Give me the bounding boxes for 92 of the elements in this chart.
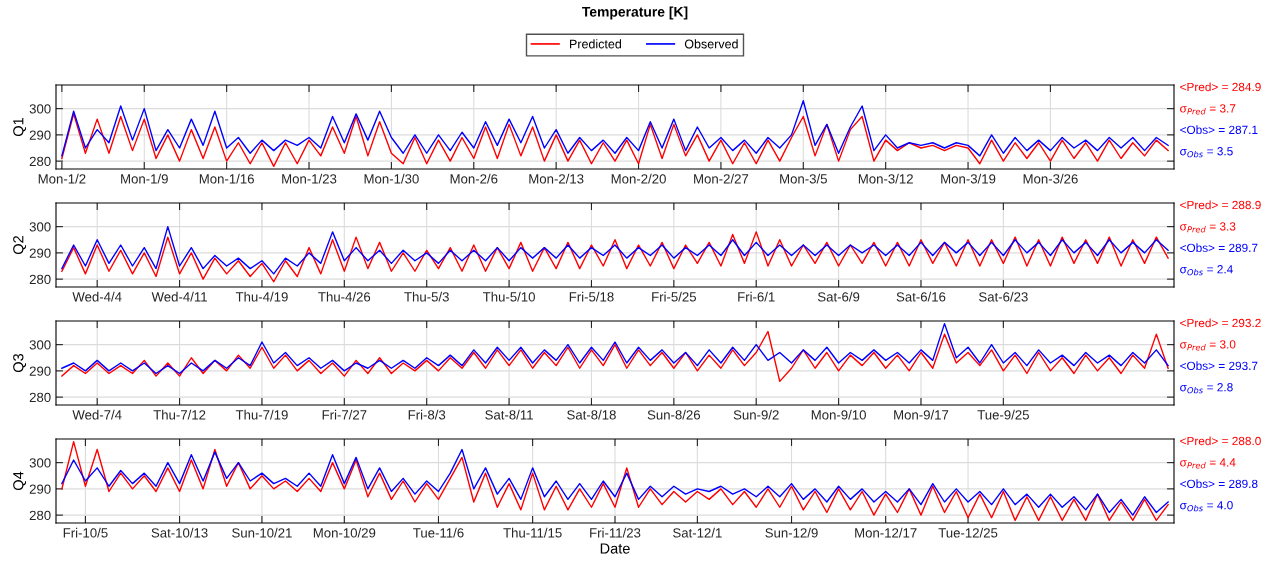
text: <Obs> = 293.7 — [1180, 361, 1258, 370]
y-tick-label: 290 — [29, 130, 51, 140]
x-tick-label: Sat-6/23 — [979, 291, 1028, 302]
x-tick-label: Sat-6/9 — [817, 291, 860, 302]
x-tick-label: Mon-1/30 — [364, 173, 419, 184]
line-series — [61, 231, 1169, 283]
legend-label: Observed — [684, 39, 738, 49]
x-tick-label: Mon-1/16 — [199, 173, 254, 184]
x-tick-label: Thu-7/19 — [235, 409, 288, 420]
x-tick-label: Fri-10/5 — [63, 527, 108, 538]
x-axis-title: Date — [600, 543, 630, 554]
text: σ$_{Obs}$ = 2.4 — [1180, 265, 1233, 276]
x-tick-label: Tue-11/6 — [413, 527, 464, 538]
text: <Pred> = 288.9 — [1180, 200, 1261, 210]
x-tick-label: Thu-4/26 — [318, 291, 371, 302]
text: σ$_{Obs}$ = 4.0 — [1180, 501, 1233, 512]
x-tick-label: Sat-10/13 — [151, 527, 208, 538]
x-tick-label: Wed-7/4 — [72, 409, 122, 420]
text: σ$_{Pred}$ = 4.4 — [1180, 458, 1236, 469]
line-series — [61, 100, 1169, 157]
x-tick-label: Mon-10/29 — [313, 527, 376, 538]
x-tick-label: Tue-9/25 — [977, 409, 1029, 420]
x-tick-label: Mon-1/23 — [282, 173, 337, 184]
y-tick-label: 290 — [29, 248, 51, 258]
x-tick-label: Thu-4/19 — [235, 291, 288, 302]
text: <Obs> = 287.1 — [1180, 125, 1258, 134]
text: <Obs> = 289.7 — [1180, 243, 1258, 252]
x-tick-label: Mon-2/20 — [611, 173, 666, 184]
x-tick-label: Fri-7/27 — [322, 409, 367, 420]
y-tick-label: 280 — [29, 392, 51, 403]
x-tick-label: Mon-12/17 — [855, 527, 917, 538]
x-tick-label: Sat-12/1 — [673, 527, 722, 538]
line-series — [61, 448, 1169, 516]
text: σ$_{Pred}$ = 3.3 — [1180, 222, 1236, 233]
x-tick-label: Fri-11/23 — [590, 527, 641, 538]
x-tick-label: Sat-8/18 — [567, 409, 616, 420]
x-tick-label: Sun-9/2 — [733, 409, 779, 420]
x-tick-label: Mon-2/13 — [529, 173, 584, 184]
x-tick-label: Mon-2/6 — [450, 173, 498, 184]
x-tick-label: Sat-6/16 — [896, 291, 946, 302]
line-series — [61, 225, 1169, 275]
text: <Obs> = 289.8 — [1180, 479, 1258, 488]
x-tick-label: Thu-5/10 — [482, 291, 535, 302]
legend-label: Predicted — [570, 39, 622, 49]
x-tick-label: Fri-5/25 — [652, 291, 697, 302]
x-tick-label: Mon-3/12 — [858, 173, 913, 184]
y-tick-label: 290 — [29, 366, 51, 376]
text: <Pred> = 284.9 — [1180, 82, 1261, 92]
y-axis-title: Q2 — [13, 236, 27, 255]
y-tick-label: 300 — [29, 340, 51, 350]
y-axis-title: Q4 — [13, 471, 27, 491]
x-tick-label: Fri-5/18 — [569, 291, 614, 302]
y-tick-label: 280 — [29, 156, 51, 167]
line-series — [61, 113, 1169, 168]
x-tick-label: Sat-8/11 — [485, 409, 533, 420]
x-tick-label: Sun-8/26 — [647, 409, 701, 420]
x-tick-label: Mon-2/27 — [694, 173, 749, 184]
x-tick-label: Mon-3/19 — [941, 173, 996, 184]
x-tick-label: Fri-6/1 — [738, 291, 775, 302]
text: σ$_{Pred}$ = 3.7 — [1180, 104, 1236, 115]
y-axis-title: Q3 — [13, 353, 27, 373]
line-series — [61, 322, 1169, 375]
x-tick-label: Mon-1/2 — [38, 173, 86, 184]
y-tick-label: 280 — [29, 510, 51, 521]
text: <Pred> = 293.2 — [1180, 318, 1261, 328]
x-tick-label: Thu-5/3 — [404, 291, 449, 302]
text: σ$_{Obs}$ = 3.5 — [1180, 147, 1233, 158]
text: σ$_{Pred}$ = 3.0 — [1180, 340, 1236, 351]
x-tick-label: Mon-3/5 — [780, 173, 827, 184]
line-series — [61, 440, 1169, 522]
text: σ$_{Obs}$ = 2.8 — [1180, 383, 1233, 394]
x-tick-label: Mon-9/17 — [894, 409, 949, 420]
y-tick-label: 290 — [29, 484, 51, 494]
x-tick-label: Mon-1/9 — [121, 173, 168, 184]
chart-title: Temperature [K] — [582, 6, 688, 20]
y-tick-label: 300 — [29, 104, 51, 114]
x-tick-label: Thu-7/12 — [153, 409, 206, 420]
line-series — [61, 330, 1169, 383]
x-tick-label: Sun-12/9 — [765, 527, 818, 538]
y-axis-title: Q1 — [13, 117, 27, 137]
y-tick-label: 280 — [29, 274, 51, 285]
x-tick-label: Wed-4/11 — [151, 291, 207, 302]
x-tick-label: Tue-12/25 — [938, 527, 998, 538]
x-tick-label: Sun-10/21 — [232, 527, 292, 538]
y-tick-label: 300 — [29, 458, 51, 468]
x-tick-label: Thu-11/15 — [503, 527, 562, 538]
x-tick-label: Fri-8/3 — [408, 409, 446, 420]
text: <Pred> = 288.0 — [1180, 436, 1261, 446]
x-tick-label: Wed-4/4 — [72, 291, 122, 302]
x-tick-label: Mon-9/10 — [811, 409, 866, 420]
y-tick-label: 300 — [29, 222, 51, 232]
x-tick-label: Mon-3/26 — [1023, 173, 1078, 184]
